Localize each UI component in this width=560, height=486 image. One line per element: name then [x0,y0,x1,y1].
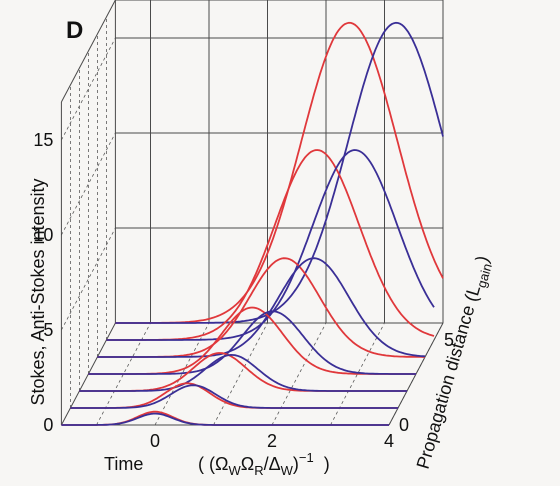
left-wall-top-edge [60,0,116,103]
series-0-curve-z4 [97,257,425,358]
left-wall-depth-line [61,132,116,236]
grid-layer [60,0,444,426]
floor-time-line [271,322,327,426]
y-tick-label: 15 [33,130,53,150]
curve-layer [61,21,444,426]
y-tick-label: 0 [43,415,53,435]
series-1-curve-z1 [70,384,398,409]
y-tick-label: 10 [33,225,53,245]
series-1-curve-z0 [61,412,389,426]
x-axis-label: Time [104,454,143,474]
x-tick-label: 2 [267,431,277,451]
series-1-curve-z2 [79,353,407,392]
series-0-curve-z6 [115,21,444,324]
y-tick-label: 5 [43,320,53,340]
left-wall-depth-line [61,227,116,331]
series-1-curve-z5 [106,149,435,341]
series-1-curve-z6 [115,21,444,324]
panel-label: D [66,17,83,44]
series-1-curve-z4 [97,257,426,358]
series-0-curve-z0 [61,410,389,426]
x-tick-label: 0 [150,431,160,451]
series-1-curve-z3 [88,310,416,375]
z-tick-label: 0 [399,415,409,435]
floor-time-line [213,322,268,426]
z-tick-label: 5 [444,330,454,350]
y-axis-label: Stokes, Anti-Stokes intensity [28,178,48,405]
z-axis-label: Propagation distance (Lgain) [413,253,497,472]
x-tick-label: 4 [384,431,394,451]
x-axis-units: ( (ΩWΩR/ΔW)−1) [198,450,330,478]
